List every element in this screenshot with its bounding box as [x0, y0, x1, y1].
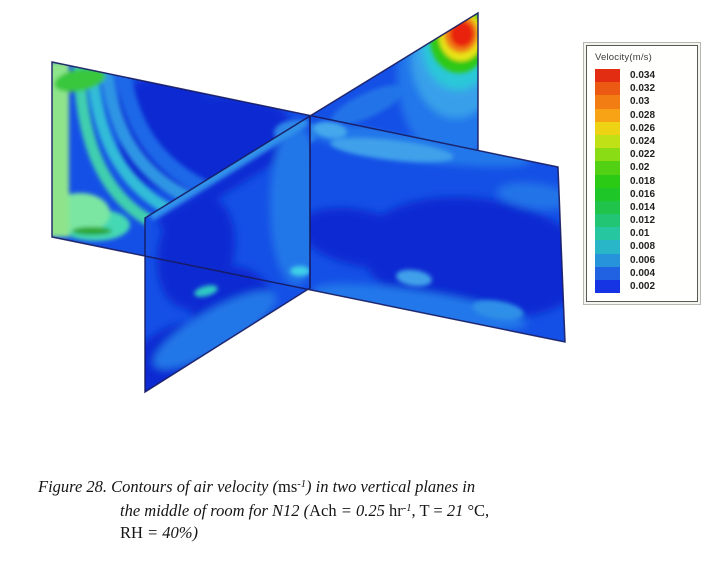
legend-value-label: 0.018 [630, 175, 656, 187]
legend-entry: 0.006 [595, 253, 693, 267]
legend-entry: 0.002 [595, 280, 693, 294]
jet-hotspot [430, 13, 478, 73]
caption-segment: = 0.25 [336, 501, 390, 520]
legend-entry: 0.018 [595, 174, 693, 188]
caption-segment: -1 [297, 479, 306, 490]
legend-color-swatch [595, 266, 620, 280]
caption-segment: , T = [411, 501, 447, 520]
legend-value-label: 0.006 [630, 254, 656, 266]
caption-line-3: RH = 40%) [38, 522, 568, 544]
plane-1-contours [52, 62, 565, 342]
legend-color-swatch [595, 240, 620, 254]
legend-entries: 0.034 0.032 0.03 0.028 0.026 0.024 0.022 0.02 0.… [595, 69, 693, 294]
legend-color-swatch [595, 69, 620, 83]
figure-caption: Figure 28. Contours of air velocity (ms-… [38, 474, 568, 544]
legend-color-swatch [595, 95, 620, 109]
legend-color-swatch [595, 280, 620, 294]
legend-value-label: 0.026 [630, 122, 656, 134]
legend-value-label: 0.032 [630, 83, 656, 95]
legend-color-swatch [595, 82, 620, 96]
legend-entry: 0.022 [595, 148, 693, 162]
legend-entry: 0.026 [595, 121, 693, 135]
legend-value-label: 0.004 [630, 267, 656, 279]
legend-entry: 0.02 [595, 161, 693, 175]
legend-color-swatch [595, 134, 620, 149]
contour-plot [51, 11, 566, 394]
caption-line-1: Figure 28. Contours of air velocity (ms-… [38, 474, 568, 498]
legend-entry: 0.024 [595, 134, 693, 149]
legend-color-swatch [595, 187, 620, 201]
legend-color-swatch [595, 121, 620, 135]
legend-color-swatch [595, 214, 620, 228]
plane-2-contours [145, 116, 310, 392]
caption-segment: 21 [446, 501, 464, 520]
legend-entry: 0.034 [595, 69, 693, 83]
legend-color-swatch [595, 227, 620, 241]
legend-value-label: 0.014 [630, 201, 656, 213]
legend-value-label: 0.034 [630, 70, 656, 81]
caption-segment: = 40%) [142, 523, 199, 542]
legend-entry: 0.004 [595, 266, 693, 280]
legend-value-label: 0.012 [630, 215, 656, 227]
legend-entry: 0.008 [595, 240, 693, 254]
legend-entry: 0.01 [595, 227, 693, 241]
legend-entry: 0.032 [595, 82, 693, 96]
legend-entry: 0.016 [595, 187, 693, 201]
legend-value-label: 0.03 [630, 96, 650, 108]
caption-segment: ) in two vertical planes in [306, 477, 476, 496]
caption-line-2: the middle of room for N12 (Ach = 0.25 h… [38, 498, 568, 522]
legend-color-swatch [595, 200, 620, 215]
caption-segment: RH [120, 523, 143, 542]
legend-color-swatch [595, 108, 620, 122]
legend-color-swatch [595, 174, 620, 188]
legend-color-swatch [595, 148, 620, 162]
legend-value-label: 0.024 [630, 135, 656, 147]
caption-segment: Figure 28. Contours of air velocity ( [38, 477, 278, 496]
legend-value-label: 0.022 [630, 149, 656, 161]
legend-value-label: 0.008 [630, 241, 656, 253]
legend-title: Velocity(m/s) [595, 52, 652, 63]
legend-value-label: 0.016 [630, 188, 656, 200]
caption-segment: hr [389, 501, 403, 520]
legend-entry: 0.014 [595, 200, 693, 215]
caption-segment: °C, [463, 501, 490, 520]
legend-box: Velocity(m/s) 0.034 0.032 0.03 0.028 0.026 0.… [586, 45, 698, 303]
caption-segment: ms [277, 477, 298, 496]
legend-color-swatch [595, 161, 620, 175]
legend-value-label: 0.02 [630, 162, 650, 174]
legend-value-label: 0.01 [630, 228, 650, 240]
legend-entry: 0.03 [595, 95, 693, 109]
caption-segment: Ach [309, 501, 337, 520]
legend-entry: 0.028 [595, 108, 693, 122]
legend: Velocity(m/s) 0.034 0.032 0.03 0.028 0.026 0.… [583, 42, 701, 306]
legend-value-label: 0.002 [630, 281, 656, 292]
legend-value-label: 0.028 [630, 109, 656, 121]
caption-segment: -1 [402, 503, 412, 514]
caption-segment: the middle of room for N12 ( [120, 501, 310, 520]
plane-edges [51, 11, 566, 394]
legend-color-swatch [595, 253, 620, 267]
legend-entry: 0.012 [595, 214, 693, 228]
